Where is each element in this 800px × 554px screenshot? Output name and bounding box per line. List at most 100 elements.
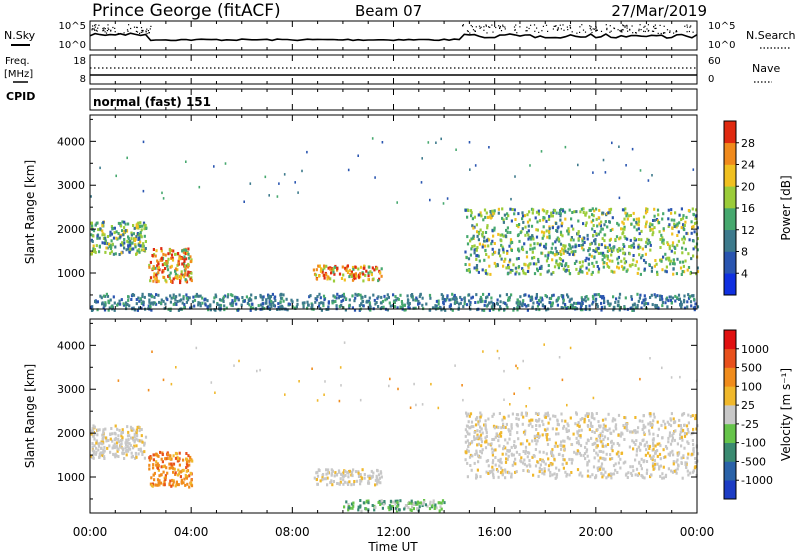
echo-cell <box>688 295 692 299</box>
echo-cell <box>187 270 190 274</box>
echo-cell <box>682 214 685 218</box>
echo-cell <box>696 266 699 270</box>
echo-cell <box>654 462 657 466</box>
echo-cell <box>608 265 611 269</box>
echo-cell <box>351 265 355 269</box>
echo-cell <box>647 238 650 242</box>
echo-cell <box>332 270 335 274</box>
echo-cell <box>182 458 185 462</box>
echo-cell <box>133 456 137 460</box>
echo-cell <box>651 425 654 429</box>
echo-cell <box>498 308 501 312</box>
echo-cell <box>665 270 668 274</box>
echo-cell <box>500 466 503 470</box>
time-axis-label: Time UT <box>367 540 418 554</box>
nsearch-point <box>643 30 645 32</box>
echo-cell <box>635 260 638 264</box>
echo-cell <box>533 246 536 250</box>
echo-cell <box>129 239 132 243</box>
nsearch-point <box>592 28 594 30</box>
echo-cell <box>689 414 693 418</box>
echo-cell <box>270 299 273 303</box>
echo-cell <box>548 234 551 238</box>
echo-cell <box>587 268 591 272</box>
echo-cell <box>142 189 145 193</box>
echo-cell <box>652 441 655 445</box>
echo-cell <box>487 442 490 446</box>
echo-cell <box>104 239 107 243</box>
echo-cell <box>141 453 144 456</box>
echo-cell <box>476 429 479 433</box>
echo-cell <box>506 457 509 461</box>
echo-cell <box>605 262 608 266</box>
echo-cell <box>90 429 93 433</box>
echo-cell <box>494 250 497 254</box>
echo-cell <box>692 446 695 450</box>
nsky-trace <box>89 32 698 42</box>
echo-cell <box>380 475 383 479</box>
echo-cell <box>469 303 472 307</box>
echo-cell <box>493 228 496 232</box>
echo-cell <box>102 451 105 455</box>
echo-cell <box>392 293 395 297</box>
echo-cell <box>166 457 169 460</box>
echo-cell <box>625 422 628 426</box>
echo-cell <box>287 302 290 306</box>
echo-cell <box>654 295 657 299</box>
echo-cell <box>606 246 610 250</box>
echo-cell <box>659 246 662 249</box>
echo-cell <box>601 430 604 434</box>
echo-cell <box>574 422 577 426</box>
echo-cell <box>189 455 192 459</box>
echo-cell <box>669 442 673 446</box>
echo-cell <box>582 207 585 211</box>
echo-cell <box>551 214 554 218</box>
echo-cell <box>178 293 181 297</box>
echo-cell <box>638 232 641 236</box>
echo-cell <box>534 464 538 468</box>
echo-cell <box>165 260 168 264</box>
nsearch-point <box>595 28 597 30</box>
echo-cell <box>243 200 245 203</box>
echo-cell <box>108 306 111 310</box>
echo-cell <box>479 415 482 419</box>
echo-cell <box>491 239 494 243</box>
echo-cell <box>596 303 599 306</box>
echo-cell <box>560 233 563 236</box>
echo-cell <box>552 271 555 274</box>
echo-cell <box>681 412 684 416</box>
echo-cell <box>503 369 505 373</box>
echo-cell <box>334 300 337 303</box>
echo-cell <box>381 506 384 510</box>
echo-cell <box>549 474 552 478</box>
echo-cell <box>680 305 683 309</box>
echo-cell <box>676 222 679 226</box>
echo-cell <box>667 436 670 440</box>
echo-cell <box>152 458 155 462</box>
echo-cell <box>121 243 124 247</box>
echo-cell <box>503 416 506 420</box>
echo-cell <box>551 448 554 452</box>
echo-cell <box>204 297 207 301</box>
echo-cell <box>672 460 675 464</box>
echo-cell <box>410 499 413 503</box>
echo-cell <box>541 433 544 437</box>
echo-cell <box>479 436 482 440</box>
echo-cell <box>170 249 173 253</box>
echo-cell <box>592 218 595 222</box>
echo-cell <box>683 431 687 435</box>
echo-cell <box>396 201 398 204</box>
echo-cell <box>693 305 696 309</box>
echo-cell <box>605 254 608 258</box>
echo-cell <box>114 432 117 436</box>
echo-cell <box>618 145 620 148</box>
echo-cell <box>492 308 495 312</box>
echo-cell <box>677 293 681 297</box>
echo-cell <box>582 248 585 252</box>
echo-cell <box>254 296 257 300</box>
echo-cell <box>653 415 656 419</box>
echo-cell <box>143 450 146 454</box>
echo-cell <box>560 412 563 416</box>
echo-cell <box>603 255 606 259</box>
echo-cell <box>451 292 454 296</box>
